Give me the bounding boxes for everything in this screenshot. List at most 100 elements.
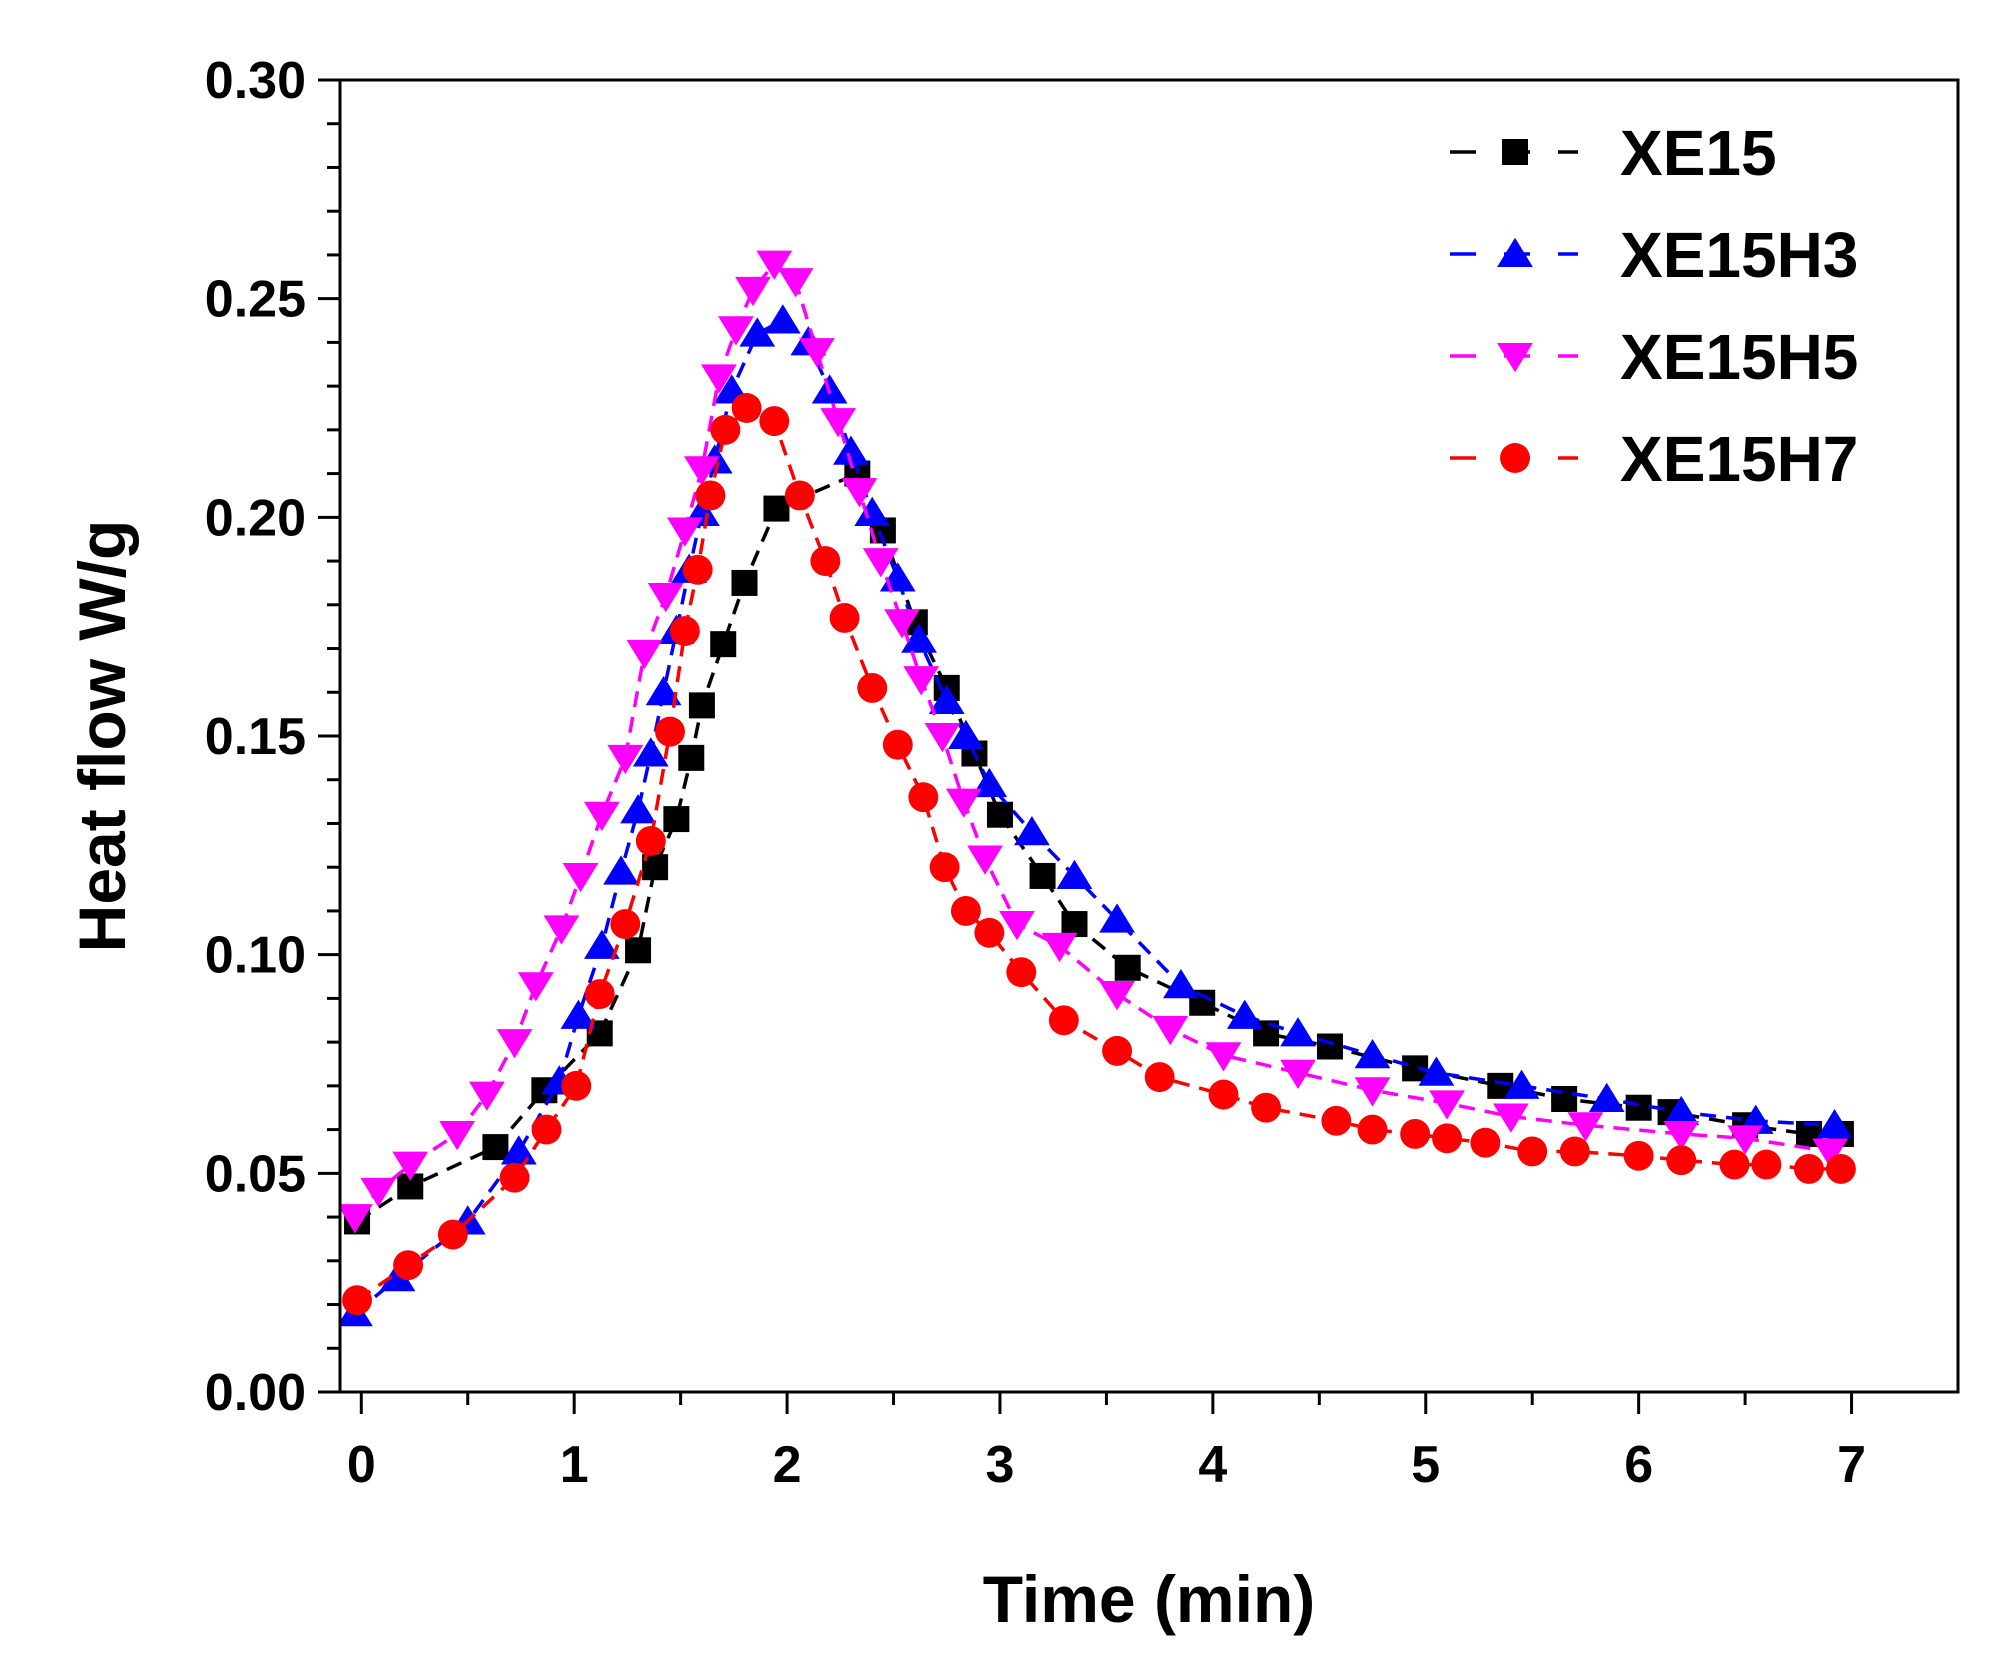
data-point — [1517, 1136, 1548, 1167]
data-point — [499, 1162, 530, 1193]
data-point — [584, 979, 615, 1009]
data-point — [763, 495, 790, 522]
data-point — [1588, 1082, 1625, 1112]
data-point — [625, 937, 652, 964]
legend-label: XE15H5 — [1620, 321, 1858, 393]
data-point — [1727, 1125, 1763, 1155]
data-point — [1400, 1119, 1431, 1149]
data-point — [496, 1029, 533, 1059]
data-point — [759, 406, 790, 437]
data-point — [945, 788, 982, 818]
data-point — [1226, 999, 1263, 1029]
data-point — [1102, 1035, 1133, 1066]
data-point — [857, 672, 888, 703]
data-point — [829, 602, 860, 633]
data-point — [1099, 981, 1135, 1011]
data-point — [999, 911, 1035, 941]
data-point — [1623, 1140, 1654, 1171]
x-tick-label: 6 — [1624, 1436, 1653, 1494]
data-point — [340, 1204, 373, 1234]
data-point — [1056, 859, 1093, 889]
data-point — [663, 806, 690, 833]
data-point — [482, 1134, 509, 1161]
legend-item: XE15H3 — [1450, 219, 1858, 291]
data-point — [901, 623, 937, 653]
data-point — [1751, 1149, 1782, 1180]
data-point — [764, 304, 801, 334]
data-point — [1099, 903, 1135, 933]
data-point — [1354, 1077, 1391, 1107]
data-point — [688, 692, 715, 719]
data-point — [854, 496, 891, 526]
legend-marker — [1500, 443, 1530, 473]
data-point — [1719, 1149, 1750, 1180]
legend-marker — [1497, 343, 1533, 373]
legend-marker — [1502, 139, 1528, 165]
data-point — [1357, 1114, 1388, 1145]
data-point — [1006, 957, 1037, 988]
series-xe15 — [344, 460, 1854, 1235]
data-point — [1014, 815, 1050, 846]
data-point — [1029, 862, 1056, 889]
legend-label: XE15H7 — [1620, 423, 1858, 495]
data-point — [437, 1219, 468, 1250]
data-point — [1794, 1154, 1824, 1184]
data-point — [500, 1135, 537, 1165]
data-point — [967, 845, 1003, 875]
data-point — [1061, 911, 1088, 938]
data-point — [862, 548, 899, 578]
legend-item: XE15H7 — [1450, 423, 1858, 495]
series-line — [353, 261, 1831, 1219]
data-point — [950, 895, 981, 926]
legend: XE15 XE15H3 XE15H5 XE15H7 — [1450, 117, 1858, 495]
data-point — [1663, 1095, 1700, 1126]
y-tick-label: 0.25 — [205, 271, 306, 329]
y-tick-label: 0.15 — [205, 708, 306, 766]
data-point — [583, 929, 620, 959]
data-point — [603, 855, 639, 885]
data-point — [1663, 1120, 1700, 1151]
data-point — [682, 554, 713, 585]
series-line — [353, 318, 1835, 1315]
data-point — [948, 719, 984, 749]
data-point — [531, 1114, 562, 1145]
data-point — [1114, 954, 1141, 981]
data-point — [667, 517, 703, 547]
data-point — [1251, 1092, 1282, 1123]
data-point — [1208, 1079, 1239, 1110]
data-point — [882, 729, 913, 760]
data-point — [1048, 1005, 1079, 1036]
data-point — [739, 317, 776, 347]
data-point — [1559, 1136, 1590, 1167]
data-point — [342, 1285, 372, 1316]
data-point — [562, 862, 599, 893]
data-point — [710, 414, 741, 445]
series-layer — [340, 250, 1856, 1327]
data-point — [655, 716, 685, 747]
data-point — [1666, 1145, 1697, 1176]
data-point — [701, 364, 737, 394]
series-line — [356, 405, 1841, 1302]
y-tick-label: 0.05 — [205, 1145, 306, 1203]
legend-label: XE15 — [1620, 117, 1777, 189]
data-point — [718, 316, 754, 346]
data-point — [560, 999, 597, 1029]
data-point — [1144, 1062, 1175, 1093]
data-point — [1280, 1059, 1316, 1089]
data-point — [1816, 1108, 1853, 1139]
data-point — [735, 276, 771, 307]
data-point — [647, 583, 684, 613]
data-point — [810, 546, 841, 577]
data-point — [393, 1250, 424, 1281]
data-point — [784, 480, 815, 511]
x-tick-label: 1 — [560, 1436, 589, 1494]
data-point — [632, 737, 669, 767]
x-axis: 0 1 2 3 4 5 6 7 — [347, 1392, 1866, 1494]
data-point — [469, 1081, 505, 1111]
x-tick-label: 3 — [986, 1436, 1015, 1494]
data-point — [1418, 1056, 1455, 1086]
x-tick-label: 0 — [347, 1436, 376, 1494]
legend-item: XE15H5 — [1450, 321, 1858, 393]
data-point — [392, 1151, 429, 1181]
